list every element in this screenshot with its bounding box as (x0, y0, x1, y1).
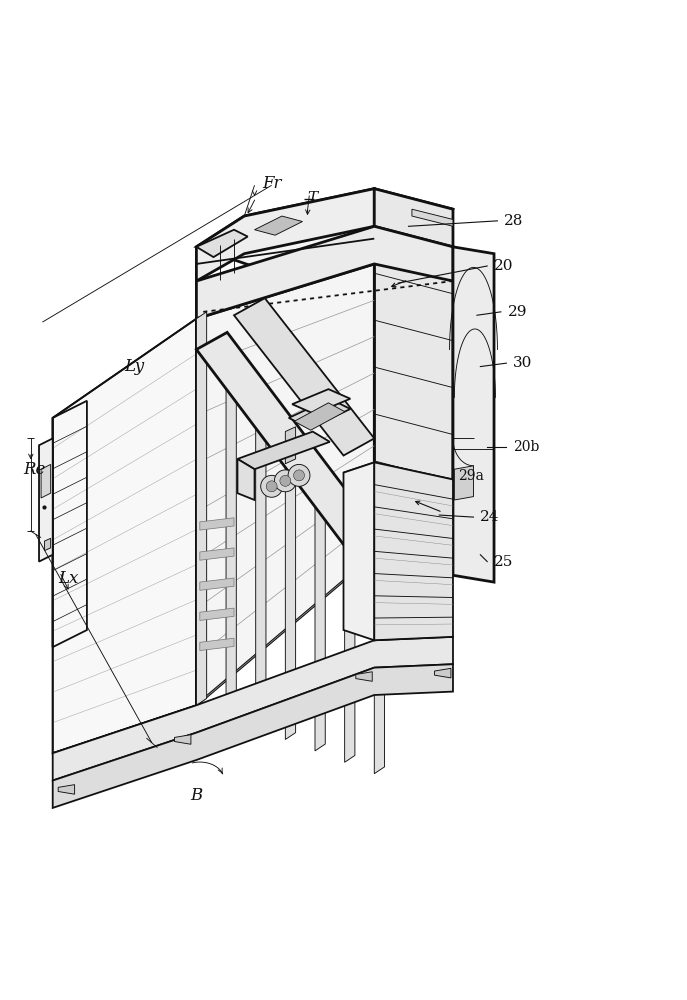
Text: 29a: 29a (458, 469, 484, 483)
Polygon shape (53, 637, 453, 781)
Circle shape (288, 464, 310, 486)
Polygon shape (53, 319, 196, 753)
Text: Lx: Lx (58, 570, 78, 587)
Text: 24: 24 (480, 510, 500, 524)
Polygon shape (294, 403, 345, 430)
Polygon shape (58, 785, 75, 794)
Text: 28: 28 (504, 214, 523, 228)
Polygon shape (200, 548, 234, 560)
Polygon shape (196, 189, 453, 281)
Polygon shape (41, 464, 51, 498)
Polygon shape (53, 564, 87, 596)
Text: 20b: 20b (513, 440, 539, 454)
Circle shape (293, 470, 304, 481)
Polygon shape (53, 462, 87, 494)
Polygon shape (45, 538, 51, 551)
Polygon shape (53, 411, 87, 443)
Polygon shape (255, 216, 302, 235)
Polygon shape (315, 469, 325, 751)
Polygon shape (345, 509, 355, 762)
Polygon shape (434, 668, 451, 678)
Text: Re: Re (23, 461, 45, 478)
Text: 20: 20 (494, 259, 513, 273)
Text: B: B (190, 787, 203, 804)
Polygon shape (256, 391, 266, 728)
Polygon shape (53, 513, 87, 545)
Polygon shape (174, 735, 191, 744)
Text: Ly: Ly (125, 358, 145, 375)
Polygon shape (196, 332, 374, 544)
Polygon shape (200, 578, 234, 590)
Polygon shape (226, 351, 236, 717)
Text: T: T (308, 191, 318, 205)
Polygon shape (234, 298, 374, 456)
Circle shape (274, 470, 296, 492)
Polygon shape (289, 399, 350, 428)
Polygon shape (344, 462, 453, 493)
Polygon shape (200, 608, 234, 620)
Polygon shape (200, 638, 234, 651)
Polygon shape (412, 209, 453, 226)
Circle shape (260, 475, 282, 497)
Polygon shape (196, 226, 453, 319)
Polygon shape (196, 230, 248, 257)
Polygon shape (200, 518, 234, 530)
Polygon shape (285, 430, 295, 739)
Text: 30: 30 (513, 356, 532, 370)
Polygon shape (238, 432, 330, 469)
Polygon shape (196, 312, 207, 705)
Polygon shape (53, 401, 87, 647)
Polygon shape (292, 389, 350, 414)
Polygon shape (344, 462, 374, 640)
Polygon shape (53, 664, 453, 808)
Polygon shape (356, 672, 372, 681)
Polygon shape (238, 459, 255, 500)
Text: 25: 25 (494, 555, 513, 569)
Polygon shape (285, 427, 295, 464)
Polygon shape (374, 226, 453, 575)
Polygon shape (53, 615, 87, 647)
Polygon shape (44, 462, 53, 514)
Polygon shape (39, 438, 53, 562)
Text: Fr: Fr (262, 175, 282, 192)
Polygon shape (374, 548, 385, 774)
Circle shape (266, 481, 277, 492)
Polygon shape (453, 247, 494, 582)
Text: 29: 29 (508, 305, 527, 319)
Polygon shape (196, 226, 374, 319)
Circle shape (280, 475, 291, 486)
Polygon shape (374, 189, 453, 247)
Polygon shape (196, 264, 374, 705)
Polygon shape (454, 466, 473, 500)
Polygon shape (196, 189, 374, 281)
Polygon shape (374, 462, 453, 640)
